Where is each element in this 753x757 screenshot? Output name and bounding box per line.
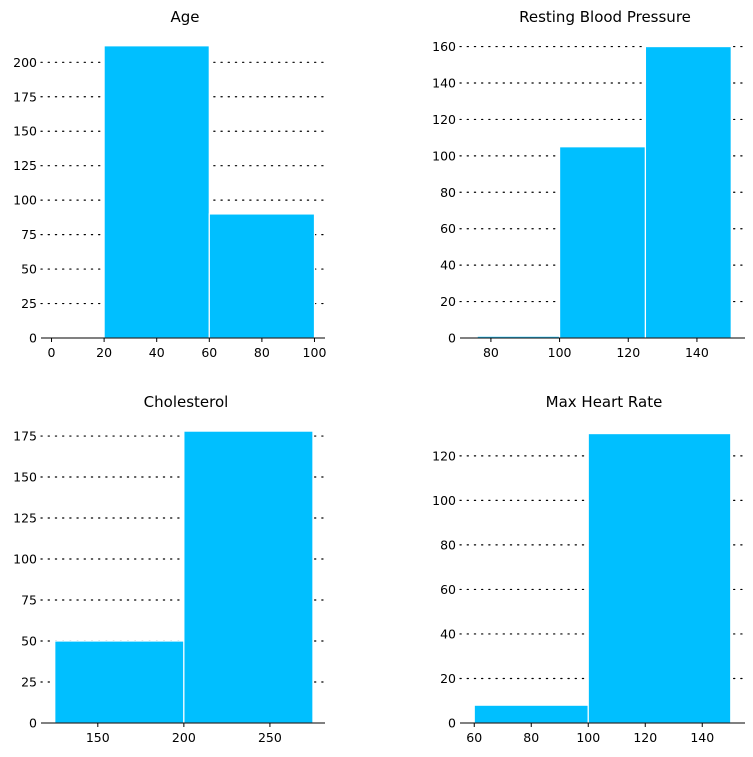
resting-blood-pressure-y-tick-label: 60 bbox=[440, 221, 456, 236]
age-x-tick-label: 60 bbox=[201, 345, 217, 360]
cholesterol-bar bbox=[54, 640, 185, 724]
max-heart-rate-histogram-panel: Max Heart Rate 60 80 100 120 140 0 20 40 60 80 100… bbox=[432, 393, 746, 745]
cholesterol-y-tick-label: 25 bbox=[21, 675, 37, 690]
cholesterol-y-tick-label: 0 bbox=[29, 716, 37, 731]
age-y-tick-label: 125 bbox=[13, 158, 37, 173]
age-y-tick-label: 0 bbox=[29, 331, 37, 346]
age-y-tick-label: 175 bbox=[13, 89, 37, 104]
age-y-tick-label: 75 bbox=[21, 227, 37, 242]
cholesterol-histogram-panel: Cholesterol 150 200 250 0 25 50 75 100 125 150 175 bbox=[13, 393, 326, 745]
max-heart-rate-y-tick-label: 20 bbox=[440, 671, 456, 686]
max-heart-rate-x-tick-label: 100 bbox=[576, 730, 600, 745]
resting-blood-pressure-y-tick-label: 80 bbox=[440, 185, 456, 200]
age-y-tick-label: 200 bbox=[13, 55, 37, 70]
resting-blood-pressure-bar bbox=[644, 45, 732, 339]
max-heart-rate-bar bbox=[473, 704, 589, 724]
max-heart-rate-y-tick-label: 0 bbox=[448, 716, 456, 731]
max-heart-rate-y-tick-label: 60 bbox=[440, 582, 456, 597]
cholesterol-y-tick-label: 75 bbox=[21, 593, 37, 608]
age-x-tick-label: 20 bbox=[96, 345, 112, 360]
age-y-tick-label: 25 bbox=[21, 296, 37, 311]
resting-blood-pressure-x-tick-label: 100 bbox=[548, 345, 572, 360]
age-y-tick-label: 150 bbox=[13, 124, 37, 139]
max-heart-rate-x-tick-label: 80 bbox=[523, 730, 539, 745]
age-y-tick-label: 100 bbox=[13, 193, 37, 208]
age-chart-title: Age bbox=[170, 8, 199, 26]
max-heart-rate-x-tick-label: 140 bbox=[690, 730, 714, 745]
age-x-tick-label: 80 bbox=[254, 345, 270, 360]
resting-blood-pressure-histogram-panel: Resting Blood Pressure 80 100 120 140 0 20 40 6… bbox=[432, 8, 746, 360]
max-heart-rate-x-tick-label: 120 bbox=[633, 730, 657, 745]
cholesterol-x-tick-label: 250 bbox=[258, 730, 282, 745]
resting-blood-pressure-chart-title: Resting Blood Pressure bbox=[519, 8, 691, 26]
age-x-tick-label: 40 bbox=[149, 345, 165, 360]
cholesterol-x-tick-label: 150 bbox=[86, 730, 110, 745]
max-heart-rate-y-tick-label: 120 bbox=[432, 448, 456, 463]
cholesterol-y-tick-label: 150 bbox=[13, 470, 37, 485]
cholesterol-y-tick-label: 100 bbox=[13, 552, 37, 567]
resting-blood-pressure-y-tick-label: 40 bbox=[440, 258, 456, 273]
cholesterol-y-tick-label: 175 bbox=[13, 429, 37, 444]
resting-blood-pressure-y-tick-label: 140 bbox=[432, 76, 456, 91]
cholesterol-y-tick-label: 125 bbox=[13, 511, 37, 526]
resting-blood-pressure-y-tick-label: 0 bbox=[448, 331, 456, 346]
age-bar bbox=[208, 213, 316, 339]
resting-blood-pressure-x-tick-label: 140 bbox=[685, 345, 709, 360]
age-x-tick-label: 100 bbox=[303, 345, 327, 360]
max-heart-rate-chart-title: Max Heart Rate bbox=[546, 393, 663, 411]
max-heart-rate-bar bbox=[587, 432, 732, 724]
age-y-tick-label: 50 bbox=[21, 262, 37, 277]
cholesterol-chart-title: Cholesterol bbox=[144, 393, 229, 411]
max-heart-rate-y-tick-label: 100 bbox=[432, 493, 456, 508]
max-heart-rate-y-tick-label: 80 bbox=[440, 537, 456, 552]
resting-blood-pressure-y-tick-label: 20 bbox=[440, 294, 456, 309]
cholesterol-x-tick-label: 200 bbox=[172, 730, 196, 745]
resting-blood-pressure-x-tick-label: 80 bbox=[483, 345, 499, 360]
cholesterol-bar bbox=[183, 430, 314, 724]
resting-blood-pressure-x-tick-label: 120 bbox=[616, 345, 640, 360]
resting-blood-pressure-bar bbox=[558, 146, 647, 339]
max-heart-rate-y-tick-label: 40 bbox=[440, 626, 456, 641]
resting-blood-pressure-y-tick-label: 100 bbox=[432, 148, 456, 163]
age-bar bbox=[103, 45, 210, 339]
age-x-tick-label: 0 bbox=[48, 345, 56, 360]
max-heart-rate-x-tick-label: 60 bbox=[466, 730, 482, 745]
cholesterol-y-tick-label: 50 bbox=[21, 634, 37, 649]
age-histogram-panel: Age 0 20 40 60 80 100 0 25 50 75 100 125 150 175 200 bbox=[13, 8, 326, 360]
resting-blood-pressure-y-tick-label: 120 bbox=[432, 112, 456, 127]
resting-blood-pressure-y-tick-label: 160 bbox=[432, 39, 456, 54]
